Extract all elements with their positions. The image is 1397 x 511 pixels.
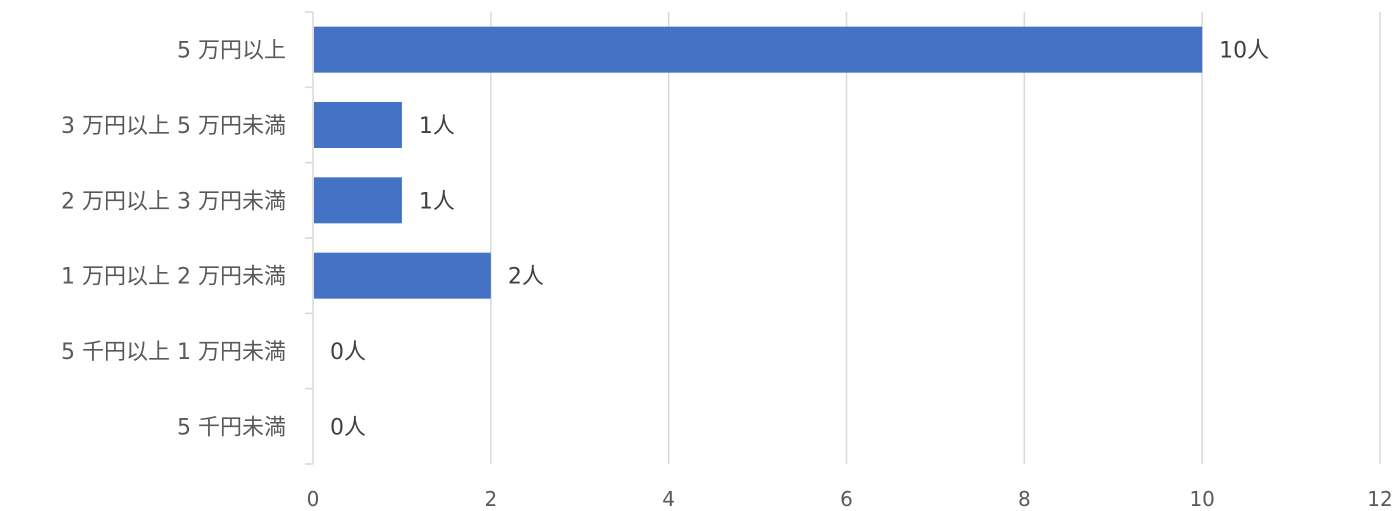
bar-1 [314,102,402,148]
category-label: 3 万円以上 5 万円未満 [61,114,286,139]
bar-3 [314,252,491,299]
bar-2 [314,177,402,224]
category-label: 5 万円以上 [177,39,286,64]
labels: 0 2 4 6 8 10 12 5 万円以上 10人 3 万円以上 5 万円未満 1人 2 万円以上 … [61,39,1393,511]
x-tick-label: 4 [662,487,675,511]
data-label: 2人 [508,265,544,290]
category-label: 5 千円未満 [177,415,286,440]
x-tick-label: 6 [840,487,853,511]
data-label: 10人 [1219,39,1269,64]
data-label: 0人 [330,415,366,440]
data-label: 1人 [419,114,455,139]
x-tick-label: 12 [1367,487,1392,511]
category-label: 2 万円以上 3 万円未満 [61,189,286,214]
x-tick-label: 0 [307,487,320,511]
axes [305,11,314,465]
bars [314,26,1203,299]
gridlines [490,12,1381,464]
x-tick-label: 2 [484,487,497,511]
x-tick-label: 10 [1189,487,1214,511]
category-label: 1 万円以上 2 万円未満 [61,265,286,290]
bar-0 [314,26,1203,73]
category-label: 5 千円以上 1 万円未満 [61,340,286,365]
data-label: 0人 [330,340,366,365]
x-tick-label: 8 [1018,487,1031,511]
data-label: 1人 [419,189,455,214]
